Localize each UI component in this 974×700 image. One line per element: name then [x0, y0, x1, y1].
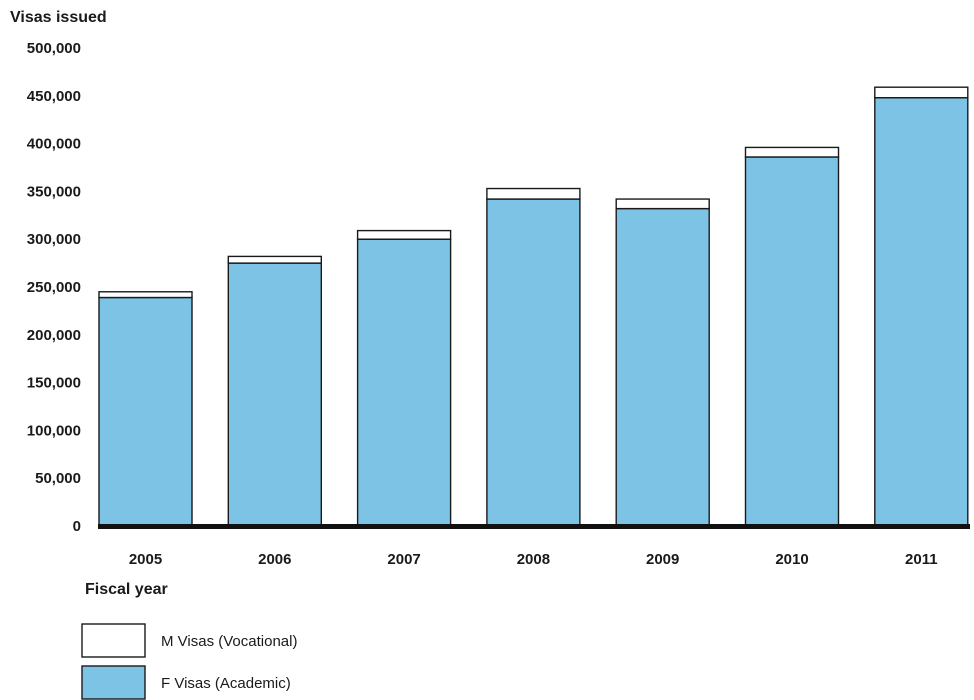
y-tick-label: 50,000	[35, 470, 81, 487]
bar-f-visas-2007	[356, 238, 452, 527]
y-tick-label: 450,000	[27, 88, 81, 105]
bar-f-visas-2011	[874, 97, 969, 527]
bars	[98, 86, 969, 527]
bar-m-visas-2007	[356, 229, 452, 240]
y-tick-label: 500,000	[27, 40, 81, 57]
bar-f-visas-2005	[98, 296, 193, 527]
x-tick-label: 2011	[905, 551, 938, 568]
x-tick-label: 2010	[775, 551, 808, 568]
bar-m-visas-2008	[486, 187, 581, 200]
y-axis-tick-labels: 0 50,000 100,000 150,000 200,000 250,000 300,0…	[27, 40, 81, 535]
bar-m-visas-2005	[98, 291, 193, 299]
bar-m-visas-2011	[874, 86, 969, 99]
x-tick-label: 2009	[646, 551, 679, 568]
bar-m-visas-2010	[744, 146, 840, 158]
x-axis-line	[98, 524, 970, 529]
bar-f-visas-2009	[615, 207, 710, 527]
y-tick-label: 150,000	[27, 375, 81, 392]
bar-f-visas-2008	[486, 198, 581, 527]
x-tick-label: 2006	[258, 551, 291, 568]
y-tick-label: 200,000	[27, 327, 81, 344]
legend-swatch-m-visas	[81, 623, 146, 658]
y-tick-label: 400,000	[27, 136, 81, 153]
x-axis-tick-labels: 2005 2006 2007 2008 2009 2010 2011	[129, 551, 938, 568]
bar-m-visas-2006	[227, 255, 323, 264]
y-axis-title: Visas issued	[10, 9, 107, 26]
x-tick-label: 2005	[129, 551, 162, 568]
bar-f-visas-2006	[227, 262, 323, 527]
x-tick-label: 2007	[387, 551, 420, 568]
bar-m-visas-2009	[615, 198, 710, 210]
legend-swatch-f-visas	[81, 665, 146, 700]
bar-f-visas-2010	[744, 156, 840, 527]
legend: M Visas (Vocational) F Visas (Academic)	[81, 623, 297, 700]
legend-label-m-visas: M Visas (Vocational)	[161, 633, 297, 650]
y-tick-label: 100,000	[27, 422, 81, 439]
x-axis-title: Fiscal year	[85, 581, 168, 598]
x-tick-label: 2008	[517, 551, 550, 568]
legend-label-f-visas: F Visas (Academic)	[161, 675, 291, 692]
y-tick-label: 0	[73, 518, 81, 535]
y-tick-label: 350,000	[27, 183, 81, 200]
y-tick-label: 250,000	[27, 279, 81, 296]
y-tick-label: 300,000	[27, 231, 81, 248]
